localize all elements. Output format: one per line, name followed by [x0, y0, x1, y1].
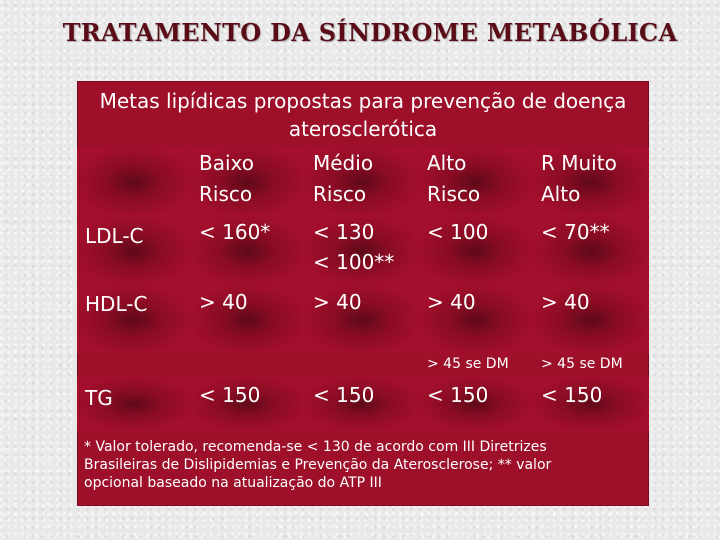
cell-value: < 130 — [313, 220, 375, 244]
table-heading: Metas lipídicas propostas para prevenção… — [77, 87, 649, 143]
cell-note: > 45 se DM — [427, 356, 509, 372]
cell-value-alt: < 100** — [313, 250, 395, 274]
cell-hdl-alto: > 40 — [419, 286, 532, 354]
cell-value: < 70** — [541, 220, 610, 244]
cell-value: < 150 — [313, 383, 375, 407]
cell-ldl-medio: < 130 < 100** — [305, 217, 418, 285]
column-header-line: Alto — [541, 182, 581, 206]
cell-hdl-muito-alto-note: > 45 se DM — [533, 355, 649, 375]
corner-cell — [77, 148, 190, 216]
footnote: * Valor tolerado, recomenda-se < 130 de … — [84, 438, 644, 492]
cell-hdl-alto-note: > 45 se DM — [419, 355, 532, 375]
column-header-line: Baixo — [199, 151, 254, 175]
cell-value: < 150 — [199, 383, 261, 407]
row-label-ldl: LDL-C — [77, 217, 190, 285]
cell-hdl-medio: > 40 — [305, 286, 418, 354]
footnote-line-2: Brasileiras de Dislipidemias e Prevenção… — [84, 457, 552, 473]
cell-tg-alto: < 150 — [419, 377, 532, 431]
column-header-alto-risco: Alto Risco — [419, 148, 532, 216]
cell-ldl-alto: < 100 — [419, 217, 532, 285]
cell-hdl-muito-alto: > 40 — [533, 286, 649, 354]
slide-title: TRATAMENTO DA SÍNDROME METABÓLICA — [62, 18, 678, 47]
footnote-line-1: * Valor tolerado, recomenda-se < 130 de … — [84, 439, 547, 455]
cell-tg-baixo: < 150 — [191, 377, 304, 431]
cell-hdl-baixo: > 40 — [191, 286, 304, 354]
column-header-muito-alto: R Muito Alto — [533, 148, 649, 216]
row-label-tg: TG — [77, 377, 190, 431]
column-header-line: Alto — [427, 151, 467, 175]
column-header-line: Risco — [313, 182, 367, 206]
cell-tg-medio: < 150 — [305, 377, 418, 431]
column-header-line: Risco — [199, 182, 253, 206]
table-heading-line-1: Metas lipídicas propostas para prevenção… — [99, 89, 627, 113]
cell-ldl-baixo: < 160* — [191, 217, 304, 285]
cell-value: > 40 — [313, 290, 362, 314]
row-label-text: LDL-C — [85, 224, 144, 248]
cell-value: > 40 — [427, 290, 476, 314]
cell-value: < 150 — [427, 383, 489, 407]
row-label-text: TG — [85, 386, 113, 410]
cell-note: > 45 se DM — [541, 356, 623, 372]
cell-tg-muito-alto: < 150 — [533, 377, 649, 431]
cell-value: > 40 — [199, 290, 248, 314]
table-heading-line-2: aterosclerótica — [288, 117, 438, 141]
column-header-line: Médio — [313, 151, 374, 175]
lipid-goals-panel: Metas lipídicas propostas para prevenção… — [77, 81, 649, 506]
column-header-line: Risco — [427, 182, 481, 206]
column-header-line: R Muito — [541, 151, 617, 175]
column-header-medio-risco: Médio Risco — [305, 148, 418, 216]
row-label-hdl: HDL-C — [77, 286, 190, 354]
column-header-baixo-risco: Baixo Risco — [191, 148, 304, 216]
footnote-line-3: opcional baseado na atualização do ATP I… — [84, 475, 382, 491]
row-label-text: HDL-C — [85, 292, 148, 316]
cell-value: < 150 — [541, 383, 603, 407]
cell-ldl-muito-alto: < 70** — [533, 217, 649, 285]
cell-value: > 40 — [541, 290, 590, 314]
cell-value: < 100 — [427, 220, 489, 244]
cell-value: < 160* — [199, 220, 271, 244]
